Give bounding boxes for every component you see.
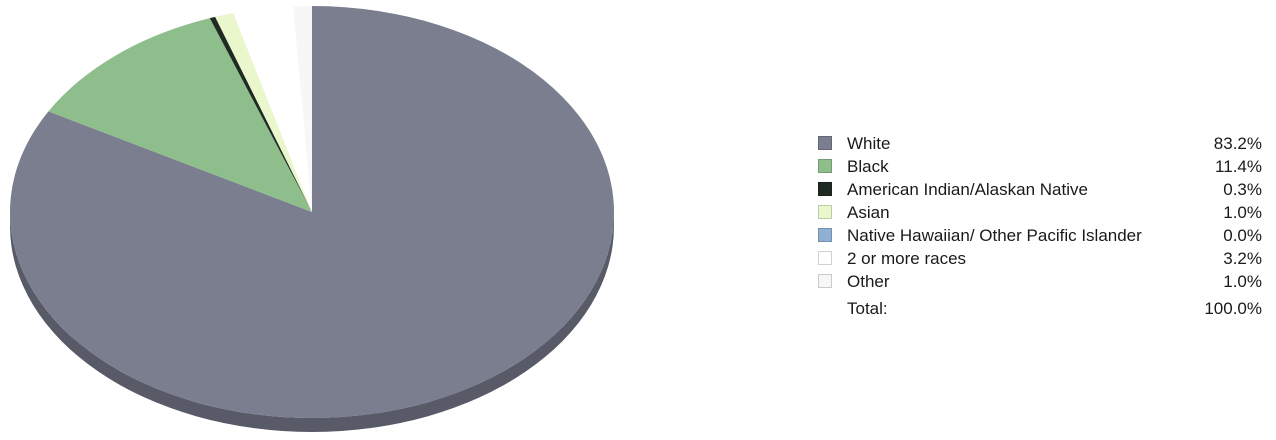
legend-item: White 83.2% [816,132,1262,155]
pie-slice [233,6,312,212]
legend-label: 2 or more races [847,249,967,268]
legend-swatch [818,205,832,219]
legend-value: 0.3% [1223,180,1262,199]
legend-total-row: Total: 100.0% [816,297,1262,320]
legend-value: 0.0% [1223,226,1262,245]
legend-item: 2 or more races 3.2% [816,247,1262,270]
pie-chart-svg [9,6,614,432]
legend-item: American Indian/Alaskan Native 0.3% [816,178,1262,201]
legend-label: American Indian/Alaskan Native [847,180,1088,199]
total-value: 100.0% [1204,299,1262,318]
legend-item: Native Hawaiian/ Other Pacific Islander 0… [816,224,1262,247]
legend-value: 1.0% [1223,272,1262,291]
legend-swatch [818,274,832,288]
total-label: Total: [847,299,888,318]
legend-swatch [818,251,832,265]
pie-chart [9,6,614,432]
legend-value: 11.4% [1215,157,1262,176]
legend-value: 3.2% [1223,249,1262,268]
legend-item: Black 11.4% [816,155,1262,178]
legend-label: Native Hawaiian/ Other Pacific Islander [847,226,1142,245]
pie-slice [48,18,313,213]
legend-value: 1.0% [1223,203,1262,222]
legend-item: Asian 1.0% [816,201,1262,224]
legend-swatch [818,136,832,150]
legend: White 83.2% Black 11.4% American Indian/Alas… [816,132,1262,320]
legend-swatch [818,159,832,173]
legend-swatch [818,182,832,196]
legend-label: Other [847,272,890,291]
pie-slice [9,6,614,419]
legend-label: Black [847,157,889,176]
pie-slice [293,6,312,212]
pie-slice [209,16,312,213]
legend-value: 83.2% [1213,134,1262,153]
pie-slice [215,13,312,213]
legend-item: Other 1.0% [816,270,1262,293]
legend-label: White [847,134,891,153]
legend-label: Asian [847,203,890,222]
legend-swatch [818,228,832,242]
